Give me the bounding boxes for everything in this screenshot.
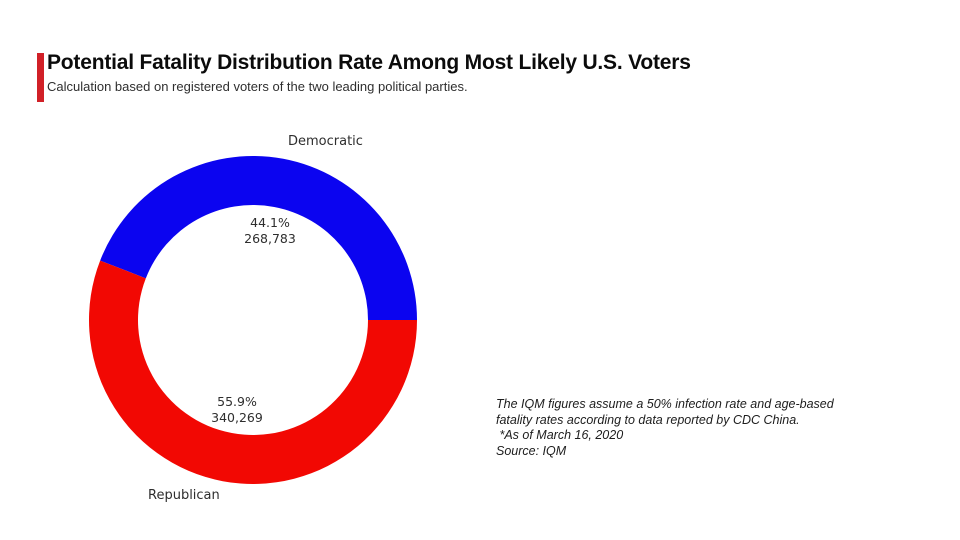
footnote-line: fatality rates according to data reporte… bbox=[496, 412, 800, 427]
republican-count: 340,269 bbox=[211, 409, 263, 425]
footnote-line: The IQM figures assume a 50% infection r… bbox=[496, 397, 834, 411]
donut-chart bbox=[88, 156, 418, 484]
slice-label-democratic: Democratic bbox=[288, 134, 363, 149]
pie-slice-democratic bbox=[100, 156, 418, 320]
slice-label-republican: Republican bbox=[148, 488, 220, 503]
footnote: The IQM figures assume a 50% infection r… bbox=[496, 397, 834, 460]
slice-values-republican: 55.9% 340,269 bbox=[211, 394, 263, 425]
title-accent-bar bbox=[37, 53, 44, 102]
pie-slice-republican bbox=[88, 260, 418, 484]
democratic-percent: 44.1% bbox=[250, 215, 290, 230]
democratic-count: 268,783 bbox=[244, 230, 296, 246]
page-title: Potential Fatality Distribution Rate Amo… bbox=[47, 51, 691, 74]
footnote-line: *As of March 16, 2020 bbox=[496, 428, 624, 443]
page-subtitle: Calculation based on registered voters o… bbox=[47, 79, 468, 94]
slice-values-democratic: 44.1% 268,783 bbox=[244, 215, 296, 246]
republican-percent: 55.9% bbox=[217, 394, 257, 409]
footnote-line: Source: IQM bbox=[496, 444, 567, 459]
